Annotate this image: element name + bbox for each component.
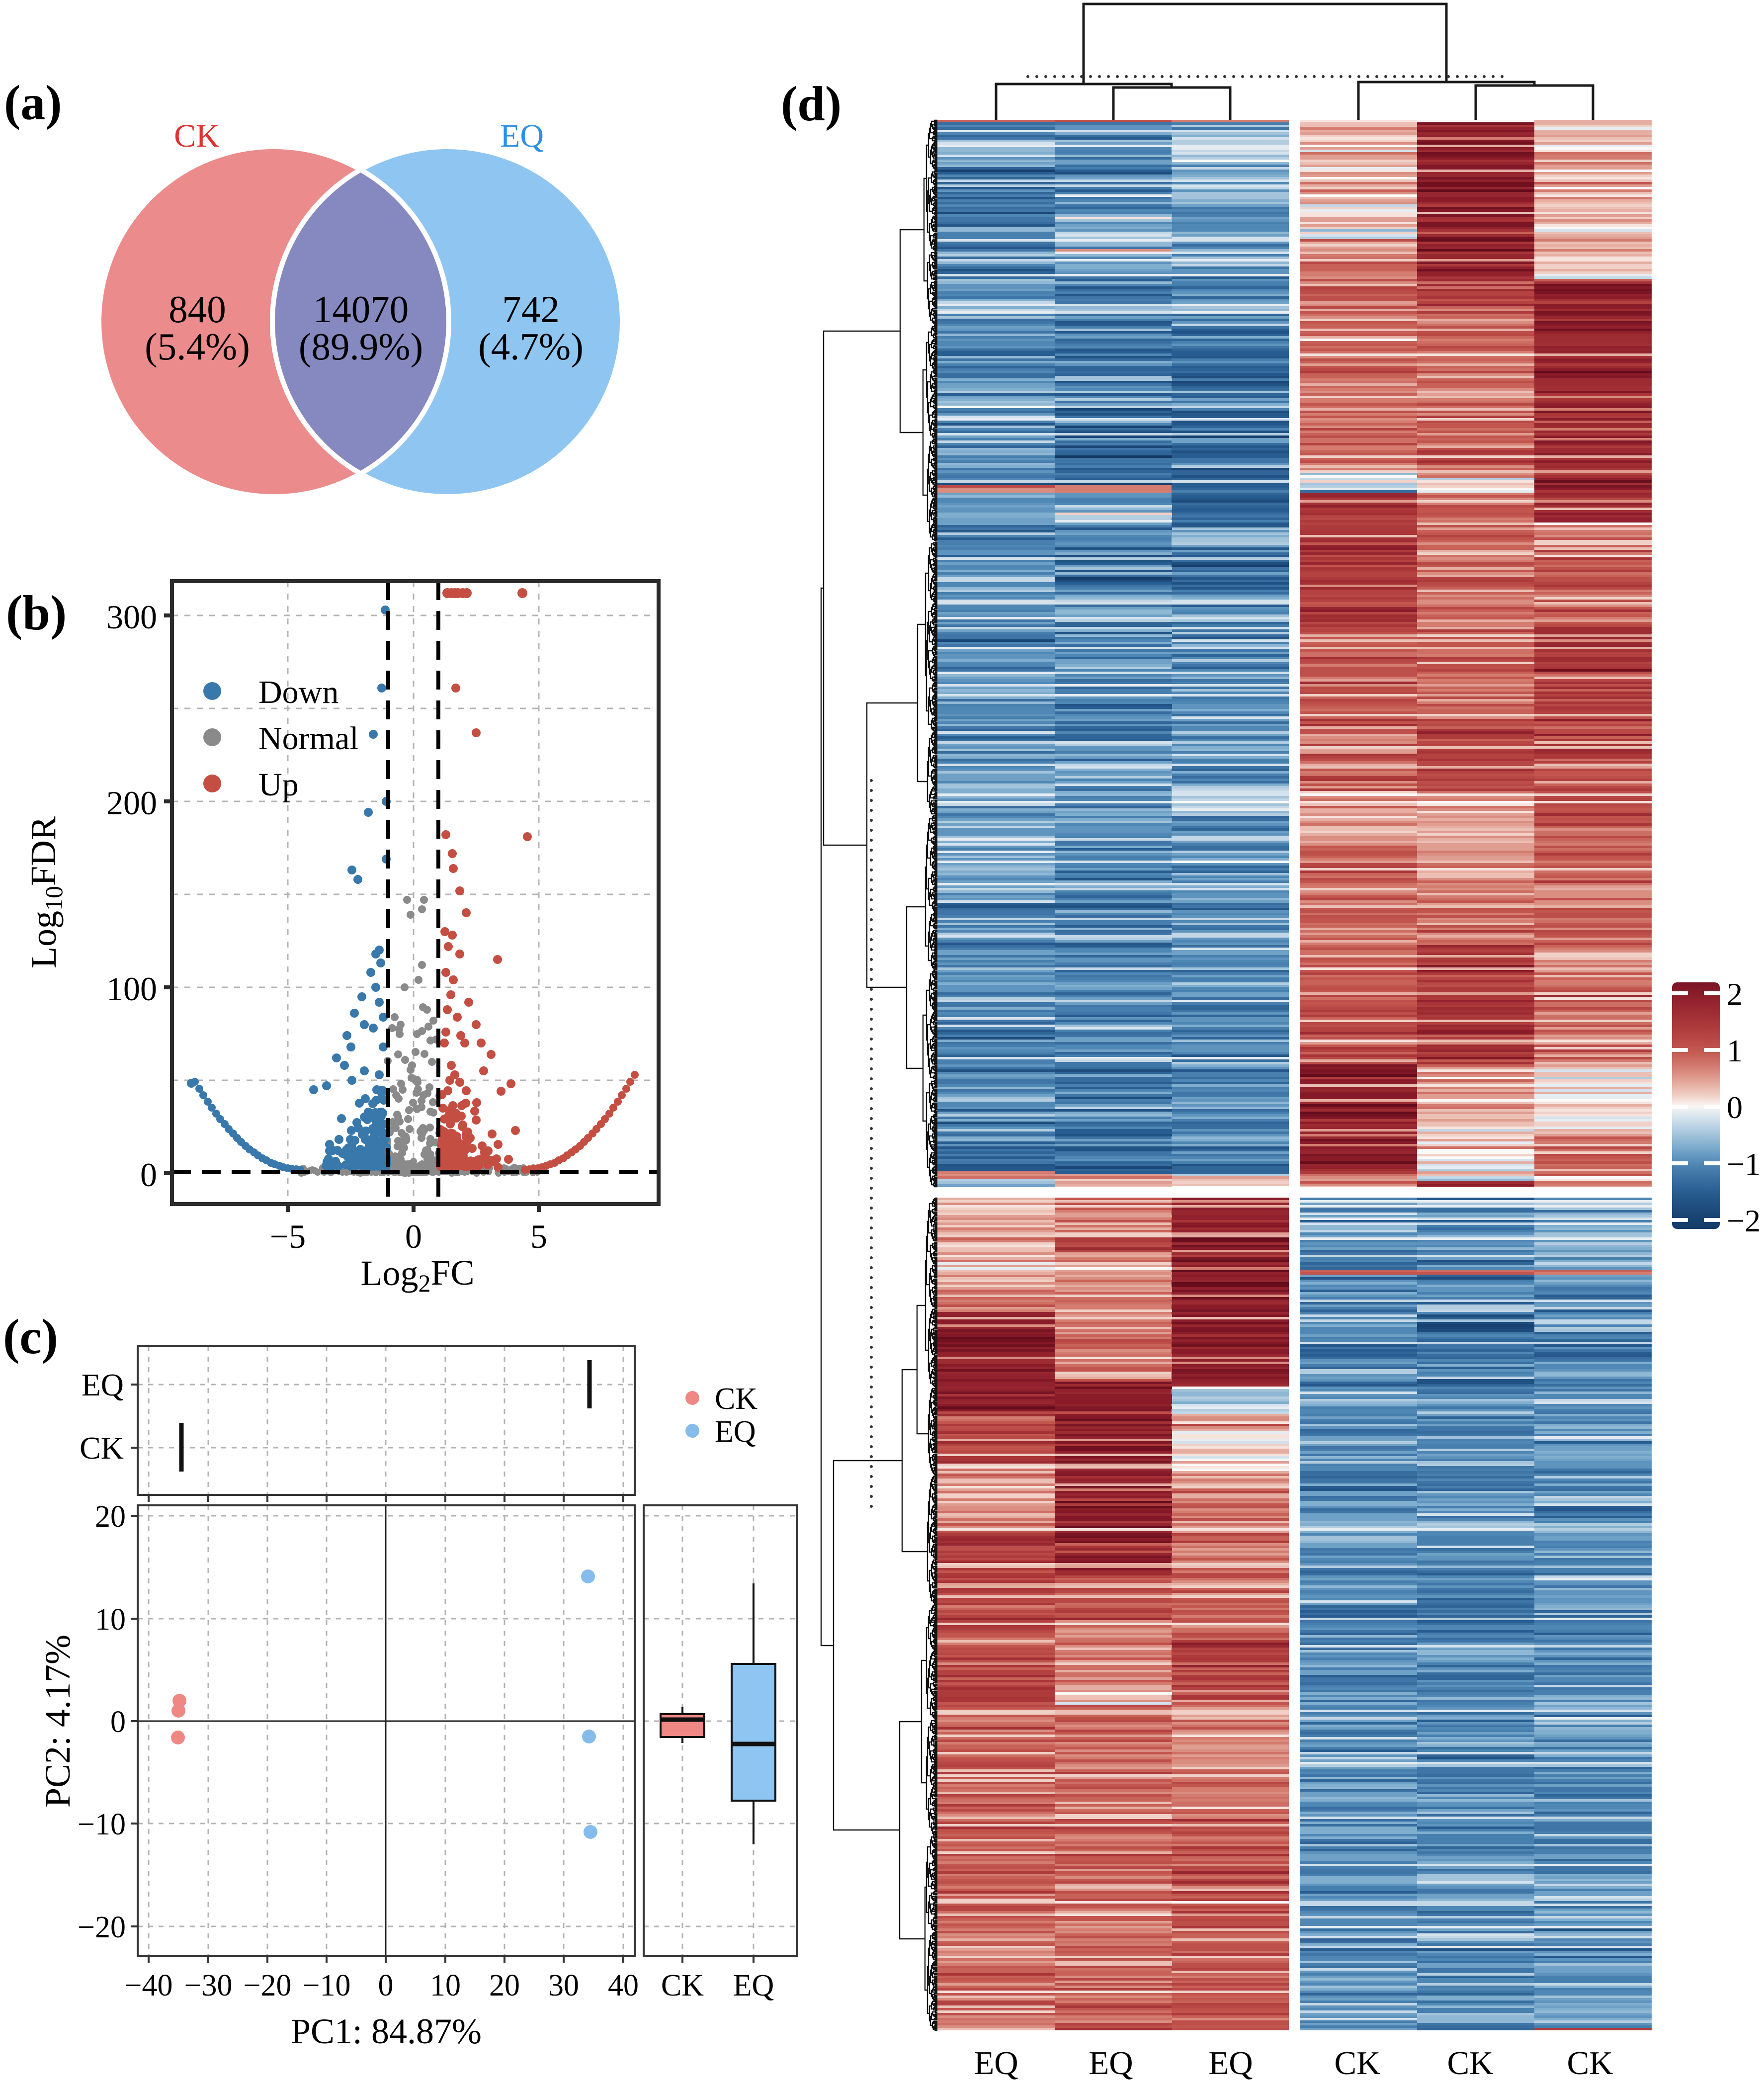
- svg-text:300: 300: [106, 598, 157, 636]
- svg-text:10: 10: [430, 1969, 461, 2002]
- svg-text:20: 20: [95, 1500, 126, 1534]
- svg-text:−20: −20: [244, 1969, 292, 2002]
- svg-text:(c): (c): [3, 1309, 58, 1364]
- svg-text:0: 0: [1727, 1090, 1743, 1125]
- svg-text:EQ: EQ: [715, 1415, 756, 1449]
- svg-text:Down: Down: [258, 674, 338, 710]
- svg-text:EQ: EQ: [1208, 2045, 1253, 2082]
- svg-text:−10: −10: [303, 1969, 351, 2002]
- svg-text:100: 100: [106, 970, 157, 1008]
- svg-text:2: 2: [1727, 976, 1743, 1012]
- svg-text:0: 0: [110, 1705, 126, 1739]
- svg-text:742: 742: [502, 288, 560, 331]
- svg-text:PC1: 84.87%: PC1: 84.87%: [291, 2011, 482, 2051]
- svg-text:840: 840: [168, 288, 226, 331]
- svg-text:PC2: 4.17%: PC2: 4.17%: [38, 1635, 78, 1808]
- svg-text:Up: Up: [258, 767, 299, 803]
- svg-text:30: 30: [548, 1969, 579, 2002]
- svg-text:(b): (b): [6, 585, 67, 640]
- svg-text:(5.4%): (5.4%): [145, 325, 250, 368]
- svg-text:Normal: Normal: [258, 720, 359, 757]
- svg-text:CK: CK: [80, 1430, 124, 1466]
- svg-text:EQ: EQ: [974, 2045, 1018, 2082]
- svg-text:CK: CK: [1567, 2045, 1613, 2082]
- svg-text:1: 1: [1727, 1033, 1743, 1068]
- svg-text:CK: CK: [1334, 2045, 1380, 2082]
- svg-text:EQ: EQ: [500, 118, 544, 154]
- svg-text:CK: CK: [1447, 2045, 1493, 2082]
- svg-text:0: 0: [140, 1156, 157, 1194]
- svg-text:EQ: EQ: [1089, 2045, 1133, 2082]
- svg-text:200: 200: [106, 784, 157, 822]
- svg-text:14070: 14070: [313, 288, 409, 331]
- svg-text:EQ: EQ: [733, 1969, 774, 2002]
- svg-text:EQ: EQ: [82, 1367, 124, 1402]
- svg-text:(d): (d): [781, 76, 841, 131]
- svg-text:0: 0: [378, 1969, 394, 2002]
- svg-text:CK: CK: [174, 118, 220, 154]
- svg-text:40: 40: [608, 1969, 639, 2002]
- svg-text:(4.7%): (4.7%): [478, 325, 584, 368]
- svg-text:10: 10: [95, 1603, 126, 1637]
- svg-text:Log2FC: Log2FC: [360, 1253, 474, 1297]
- svg-text:5: 5: [530, 1217, 547, 1255]
- svg-text:(89.9%): (89.9%): [299, 325, 423, 368]
- svg-text:−1: −1: [1727, 1146, 1761, 1182]
- svg-text:(a): (a): [4, 75, 62, 130]
- svg-text:−5: −5: [270, 1217, 306, 1255]
- svg-text:0: 0: [405, 1217, 422, 1255]
- svg-text:−40: −40: [125, 1969, 173, 2002]
- svg-text:−2: −2: [1727, 1203, 1761, 1238]
- svg-text:CK: CK: [715, 1382, 757, 1416]
- svg-text:−20: −20: [78, 1911, 126, 1944]
- svg-text:CK: CK: [661, 1969, 704, 2002]
- svg-text:−10: −10: [78, 1808, 126, 1841]
- svg-text:20: 20: [489, 1969, 520, 2002]
- svg-text:−30: −30: [184, 1969, 233, 2002]
